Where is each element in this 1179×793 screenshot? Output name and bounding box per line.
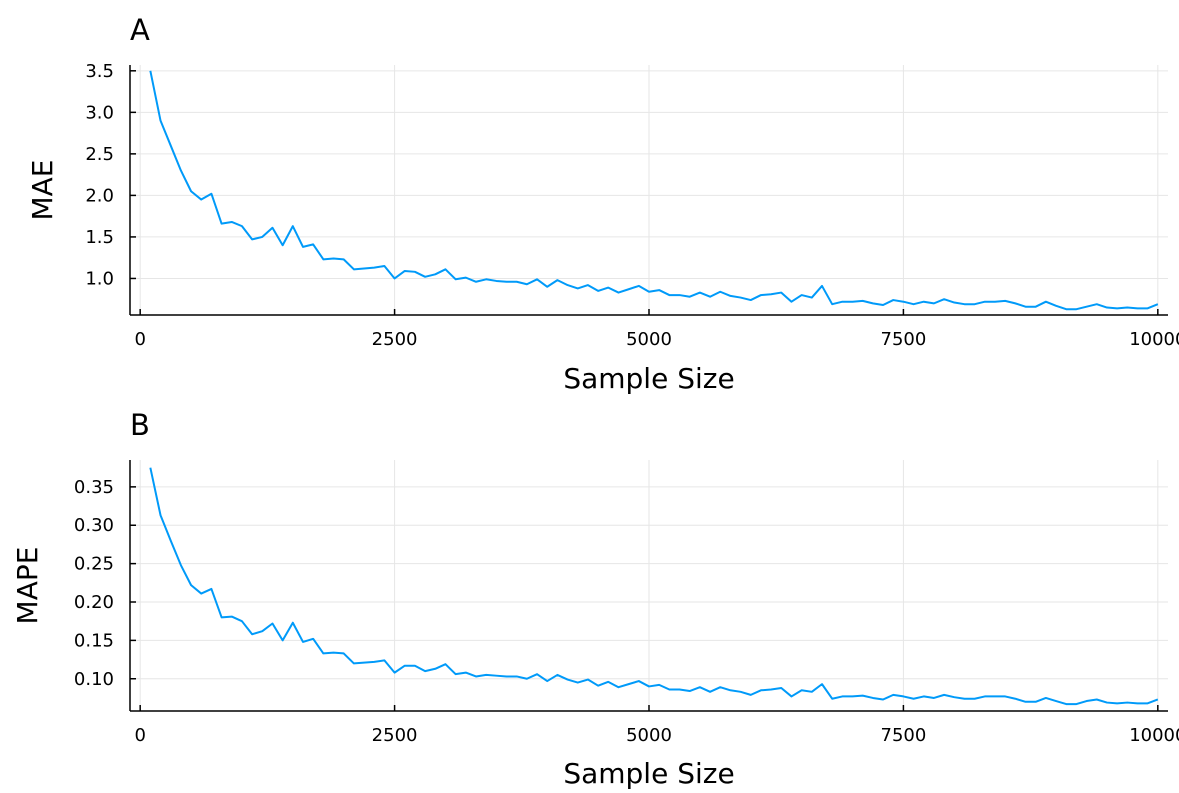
y-tick-label: 3.0: [85, 102, 114, 123]
x-tick-label: 7500: [881, 725, 927, 746]
chart-title: A: [130, 13, 150, 47]
y-tick-label: 3.5: [85, 61, 114, 82]
x-tick-label: 0: [134, 725, 145, 746]
y-tick-label: 0.35: [74, 477, 114, 498]
y-tick-label: 0.10: [74, 669, 114, 690]
series-line: [149, 70, 1159, 311]
y-tick-label: 2.0: [85, 185, 114, 206]
x-axis-label: Sample Size: [563, 362, 734, 395]
series-line: [149, 467, 1159, 706]
y-tick-label: 2.5: [85, 144, 114, 165]
y-axis-label: MAE: [26, 159, 59, 220]
y-tick-label: 1.5: [85, 227, 114, 248]
x-tick-label: 2500: [372, 329, 418, 350]
y-tick-label: 0.15: [74, 630, 114, 651]
chart-title: B: [130, 408, 150, 442]
x-tick-label: 7500: [881, 329, 927, 350]
y-tick-label: 0.30: [74, 515, 114, 536]
x-tick-label: 5000: [626, 725, 672, 746]
x-axis-label: Sample Size: [563, 757, 734, 789]
y-tick-label: 0.25: [74, 554, 114, 575]
y-axis-label: MAPE: [11, 547, 44, 625]
y-tick-label: 0.20: [74, 592, 114, 613]
y-tick-label: 1.0: [85, 268, 114, 289]
x-tick-label: 2500: [372, 725, 418, 746]
x-tick-label: 0: [134, 329, 145, 350]
x-tick-label: 5000: [626, 329, 672, 350]
